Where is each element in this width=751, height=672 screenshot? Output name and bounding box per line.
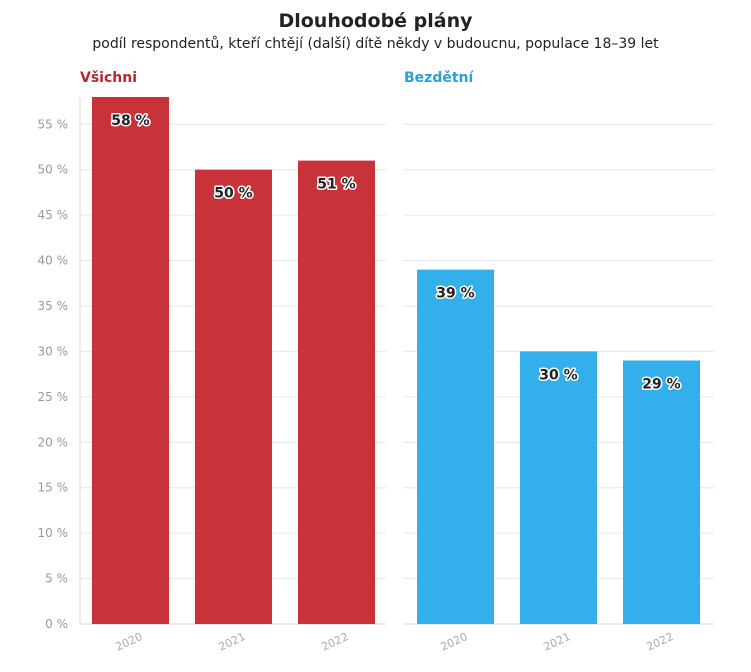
y-tick-label: 40 %	[38, 254, 69, 268]
data-label: 51 %	[317, 177, 355, 193]
bar-1-2021	[520, 351, 597, 624]
x-tick-label: 2022	[645, 630, 676, 654]
y-tick-label: 10 %	[38, 526, 69, 540]
x-tick-label: 2020	[114, 630, 145, 654]
y-tick-label: 5 %	[45, 572, 68, 586]
data-label: 29 %	[642, 377, 680, 393]
bar-0-2020	[92, 97, 169, 624]
panel-title-1: Bezdětní	[404, 70, 474, 86]
data-label: 30 %	[539, 367, 577, 383]
y-tick-label: 35 %	[38, 299, 69, 313]
y-tick-label: 45 %	[38, 208, 69, 222]
chart-subtitle: podíl respondentů, kteří chtějí (další) …	[92, 36, 659, 52]
y-tick-label: 15 %	[38, 481, 69, 495]
y-tick-label: 0 %	[45, 617, 68, 631]
bar-0-2021	[195, 169, 272, 625]
y-tick-label: 30 %	[38, 344, 69, 358]
bar-0-2022	[298, 160, 375, 624]
y-tick-label: 20 %	[38, 435, 69, 449]
x-tick-label: 2020	[439, 630, 470, 654]
y-tick-label: 50 %	[38, 163, 69, 177]
chart-title: Dlouhodobé plány	[278, 10, 473, 32]
x-tick-label: 2021	[542, 630, 573, 654]
bar-1-2020	[417, 269, 494, 624]
x-tick-label: 2022	[320, 630, 351, 654]
panel-title-0: Všichni	[80, 70, 137, 86]
y-tick-label: 25 %	[38, 390, 69, 404]
bar-1-2022	[623, 360, 700, 624]
x-tick-label: 2021	[217, 630, 248, 654]
data-label: 39 %	[436, 286, 474, 302]
data-label: 58 %	[111, 113, 149, 129]
data-label: 50 %	[214, 186, 252, 202]
y-tick-label: 55 %	[38, 117, 69, 131]
